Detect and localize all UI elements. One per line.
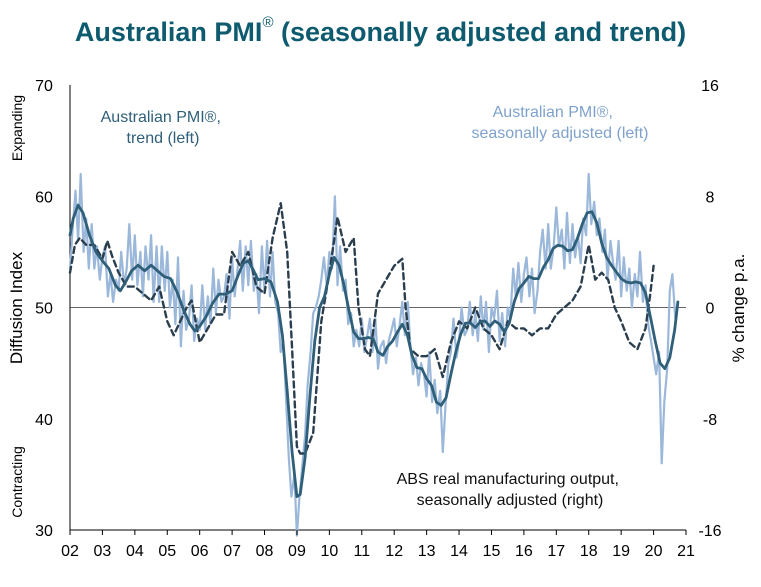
left-axis-label: Diffusion Index: [7, 251, 26, 364]
grid-layer: [69, 85, 686, 531]
right-tick-label: -16: [698, 523, 721, 540]
contracting-label: Contracting: [9, 446, 25, 518]
sa-label: Australian PMI®, seasonally adjusted (le…: [472, 104, 649, 142]
x-tick-label: 03: [94, 543, 112, 560]
x-tick-label: 13: [418, 543, 436, 560]
left-tick-label: 70: [35, 78, 53, 95]
right-axis-label: % change p.a.: [729, 254, 748, 363]
abs-label-line-1: ABS real manufacturing output,: [397, 471, 619, 488]
series-layer: [68, 172, 680, 537]
left-tick-label: 30: [35, 523, 53, 540]
expanding-label: Expanding: [9, 95, 25, 161]
x-tick-label: 07: [223, 543, 241, 560]
abs-series-line: [68, 202, 655, 455]
trend-label-line-1: Australian PMI®,: [101, 109, 221, 126]
x-tick-label: 02: [61, 543, 79, 560]
trend-label-line-2: trend (left): [127, 130, 200, 147]
x-tick-label: 09: [288, 543, 306, 560]
x-tick-label: 12: [385, 543, 403, 560]
x-tick-label: 10: [320, 543, 338, 560]
right-tick-label: 0: [706, 301, 715, 318]
left-tick-label: 40: [35, 412, 53, 429]
trend-label: Australian PMI®, trend (left): [101, 109, 226, 147]
right-tick-label: -8: [703, 412, 717, 429]
left-tick-label: 50: [35, 301, 53, 318]
sa-label-line-1: Australian PMI®,: [493, 104, 613, 121]
right-tick-label: 8: [706, 189, 715, 206]
x-tick-label: 06: [191, 543, 209, 560]
trend-series-line: [68, 203, 680, 498]
x-tick-label: 21: [677, 543, 695, 560]
title-rest: (seasonally adjusted and trend): [273, 17, 687, 47]
x-tick-label: 04: [126, 543, 144, 560]
x-tick-label: 08: [256, 543, 274, 560]
chart-title: Australian PMI® (seasonally adjusted and…: [0, 14, 761, 48]
x-tick-label: 14: [450, 543, 468, 560]
right-tick-label: 16: [701, 78, 719, 95]
x-tick-label: 18: [580, 543, 598, 560]
title-main: Australian PMI: [74, 17, 263, 47]
sa-label-line-2: seasonally adjusted (left): [472, 125, 649, 142]
abs-label-line-2: seasonally adjusted (right): [417, 492, 604, 509]
registered-mark: ®: [262, 14, 274, 31]
x-tick-label: 17: [547, 543, 565, 560]
x-tick-label: 05: [158, 543, 176, 560]
x-tick-label: 19: [612, 543, 630, 560]
x-tick-label: 15: [483, 543, 501, 560]
x-tick-label: 16: [515, 543, 533, 560]
x-tick-label: 20: [645, 543, 663, 560]
x-tick-label: 11: [353, 543, 370, 560]
left-tick-label: 60: [35, 189, 53, 206]
abs-label: ABS real manufacturing output, seasonall…: [397, 471, 624, 509]
